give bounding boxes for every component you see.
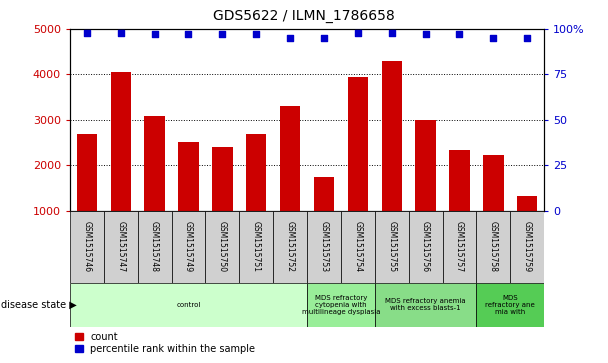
Legend: count, percentile rank within the sample: count, percentile rank within the sample [75, 331, 255, 354]
Bar [477, 283, 544, 327]
Point [150, 32, 159, 37]
Text: GSM1515753: GSM1515753 [319, 221, 328, 272]
Bar [375, 211, 409, 283]
Bar [206, 211, 240, 283]
Bar [483, 155, 503, 211]
Point [522, 35, 532, 41]
Point [285, 35, 295, 41]
Bar [477, 211, 510, 283]
Bar [171, 211, 206, 283]
Point [116, 30, 126, 36]
Bar [375, 283, 477, 327]
Text: control: control [176, 302, 201, 308]
Bar [70, 283, 307, 327]
Bar [212, 147, 232, 211]
Text: GSM1515752: GSM1515752 [286, 221, 295, 272]
Bar [348, 77, 368, 211]
Bar [443, 211, 477, 283]
Bar [382, 61, 402, 211]
Bar [307, 283, 375, 327]
Bar [77, 134, 97, 211]
Point [455, 32, 465, 37]
Point [251, 32, 261, 37]
Bar [246, 134, 266, 211]
Text: disease state ▶: disease state ▶ [1, 300, 77, 310]
Bar [240, 211, 273, 283]
Bar [70, 211, 104, 283]
Bar [409, 211, 443, 283]
Bar [307, 211, 341, 283]
Bar [341, 211, 375, 283]
Bar [280, 106, 300, 211]
Text: GDS5622 / ILMN_1786658: GDS5622 / ILMN_1786658 [213, 9, 395, 23]
Bar [415, 120, 436, 211]
Text: GSM1515748: GSM1515748 [150, 221, 159, 272]
Text: GSM1515746: GSM1515746 [82, 221, 91, 272]
Text: MDS
refractory ane
mia with: MDS refractory ane mia with [485, 295, 535, 315]
Text: GSM1515750: GSM1515750 [218, 221, 227, 272]
Point [319, 35, 329, 41]
Bar [517, 196, 537, 211]
Text: GSM1515749: GSM1515749 [184, 221, 193, 272]
Text: MDS refractory anemia
with excess blasts-1: MDS refractory anemia with excess blasts… [385, 298, 466, 311]
Text: GSM1515747: GSM1515747 [116, 221, 125, 272]
Bar [145, 116, 165, 211]
Bar [178, 143, 199, 211]
Bar [273, 211, 307, 283]
Text: GSM1515759: GSM1515759 [523, 221, 532, 272]
Point [353, 30, 363, 36]
Text: GSM1515754: GSM1515754 [353, 221, 362, 272]
Text: GSM1515755: GSM1515755 [387, 221, 396, 272]
Bar [449, 150, 469, 211]
Point [387, 30, 396, 36]
Bar [314, 176, 334, 211]
Text: GSM1515751: GSM1515751 [252, 221, 261, 272]
Text: GSM1515758: GSM1515758 [489, 221, 498, 272]
Text: GSM1515756: GSM1515756 [421, 221, 430, 272]
Bar [137, 211, 171, 283]
Point [218, 32, 227, 37]
Point [82, 30, 92, 36]
Point [184, 32, 193, 37]
Bar [111, 72, 131, 211]
Text: GSM1515757: GSM1515757 [455, 221, 464, 272]
Bar [104, 211, 137, 283]
Point [488, 35, 498, 41]
Point [421, 32, 430, 37]
Text: MDS refractory
cytopenia with
multilineage dysplasia: MDS refractory cytopenia with multilinea… [302, 295, 380, 315]
Bar [510, 211, 544, 283]
